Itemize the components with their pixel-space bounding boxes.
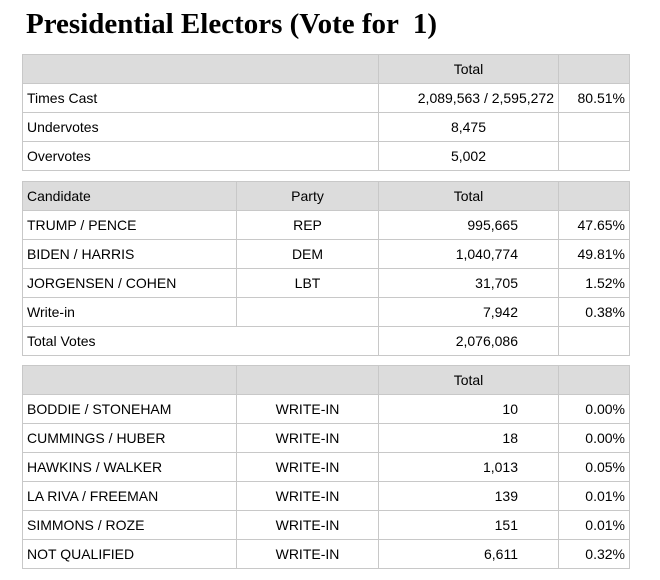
table-row: HAWKINS / WALKER WRITE-IN 1,013 0.05% — [22, 452, 630, 482]
writein-name: BODDIE / STONEHAM — [22, 394, 237, 424]
candidates-table: Candidate Party Total TRUMP / PENCE REP … — [22, 181, 630, 356]
summary-header-pct — [558, 54, 630, 84]
candidate-header: Candidate — [22, 181, 237, 211]
writein-pct: 0.01% — [558, 510, 630, 540]
table-row: TRUMP / PENCE REP 995,665 47.65% — [22, 210, 630, 240]
summary-total: 5,002 — [378, 141, 559, 171]
writein-total: 151 — [378, 510, 559, 540]
writeins-header-pct — [558, 365, 630, 395]
total-header: Total — [378, 181, 559, 211]
candidate-party: DEM — [236, 239, 379, 269]
candidate-total: 7,942 — [378, 297, 559, 327]
total-votes-pct — [558, 326, 630, 356]
writein-party: WRITE-IN — [236, 481, 379, 511]
writein-pct: 0.00% — [558, 423, 630, 453]
summary-total: 8,475 — [378, 112, 559, 142]
summary-pct: 80.51% — [558, 83, 630, 113]
page-title: Presidential Electors (Vote for 1) — [26, 8, 438, 40]
table-row: NOT QUALIFIED WRITE-IN 6,611 0.32% — [22, 539, 630, 569]
summary-pct — [558, 141, 630, 171]
candidate-party — [236, 297, 379, 327]
writein-party: WRITE-IN — [236, 539, 379, 569]
writein-party: WRITE-IN — [236, 394, 379, 424]
writein-party: WRITE-IN — [236, 423, 379, 453]
candidate-name: TRUMP / PENCE — [22, 210, 237, 240]
candidate-party: LBT — [236, 268, 379, 298]
candidate-name: JORGENSEN / COHEN — [22, 268, 237, 298]
summary-header-row: Total — [22, 54, 630, 84]
writein-name: SIMMONS / ROZE — [22, 510, 237, 540]
summary-pct — [558, 112, 630, 142]
candidates-header-row: Candidate Party Total — [22, 181, 630, 211]
total-votes-label: Total Votes — [22, 326, 379, 356]
summary-header-total: Total — [378, 54, 559, 84]
writein-total: 10 — [378, 394, 559, 424]
pct-header — [558, 181, 630, 211]
candidate-name: Write-in — [22, 297, 237, 327]
party-header: Party — [236, 181, 379, 211]
writein-total: 139 — [378, 481, 559, 511]
writein-pct: 0.32% — [558, 539, 630, 569]
summary-label: Times Cast — [22, 83, 379, 113]
writein-pct: 0.01% — [558, 481, 630, 511]
writein-name: LA RIVA / FREEMAN — [22, 481, 237, 511]
writein-name: NOT QUALIFIED — [22, 539, 237, 569]
writein-total: 1,013 — [378, 452, 559, 482]
writein-name: CUMMINGS / HUBER — [22, 423, 237, 453]
table-row: BIDEN / HARRIS DEM 1,040,774 49.81% — [22, 239, 630, 269]
writein-pct: 0.05% — [558, 452, 630, 482]
table-row: CUMMINGS / HUBER WRITE-IN 18 0.00% — [22, 423, 630, 453]
table-row: JORGENSEN / COHEN LBT 31,705 1.52% — [22, 268, 630, 298]
writeins-header-row: Total — [22, 365, 630, 395]
candidate-total: 1,040,774 — [378, 239, 559, 269]
writein-party: WRITE-IN — [236, 510, 379, 540]
candidate-pct: 47.65% — [558, 210, 630, 240]
table-row: Overvotes 5,002 — [22, 141, 630, 171]
writeins-header-party — [236, 365, 379, 395]
candidate-total: 31,705 — [378, 268, 559, 298]
candidate-name: BIDEN / HARRIS — [22, 239, 237, 269]
candidate-party: REP — [236, 210, 379, 240]
summary-label: Undervotes — [22, 112, 379, 142]
writein-total: 18 — [378, 423, 559, 453]
table-row: LA RIVA / FREEMAN WRITE-IN 139 0.01% — [22, 481, 630, 511]
writein-pct: 0.00% — [558, 394, 630, 424]
writeins-table: Total BODDIE / STONEHAM WRITE-IN 10 0.00… — [22, 365, 630, 569]
total-votes-row: Total Votes 2,076,086 — [22, 326, 630, 356]
candidate-total: 995,665 — [378, 210, 559, 240]
summary-label: Overvotes — [22, 141, 379, 171]
summary-total: 2,089,563 / 2,595,272 — [378, 83, 559, 113]
writein-party: WRITE-IN — [236, 452, 379, 482]
candidate-pct: 0.38% — [558, 297, 630, 327]
total-votes-value: 2,076,086 — [378, 326, 559, 356]
table-row: SIMMONS / ROZE WRITE-IN 151 0.01% — [22, 510, 630, 540]
table-row: Times Cast 2,089,563 / 2,595,272 80.51% — [22, 83, 630, 113]
writeins-header-name — [22, 365, 237, 395]
writein-total: 6,611 — [378, 539, 559, 569]
table-row: Undervotes 8,475 — [22, 112, 630, 142]
candidate-pct: 49.81% — [558, 239, 630, 269]
writeins-header-total: Total — [378, 365, 559, 395]
summary-header-label — [22, 54, 379, 84]
table-row: BODDIE / STONEHAM WRITE-IN 10 0.00% — [22, 394, 630, 424]
writein-name: HAWKINS / WALKER — [22, 452, 237, 482]
summary-table: Total Times Cast 2,089,563 / 2,595,272 8… — [22, 54, 630, 171]
candidate-pct: 1.52% — [558, 268, 630, 298]
table-row: Write-in 7,942 0.38% — [22, 297, 630, 327]
